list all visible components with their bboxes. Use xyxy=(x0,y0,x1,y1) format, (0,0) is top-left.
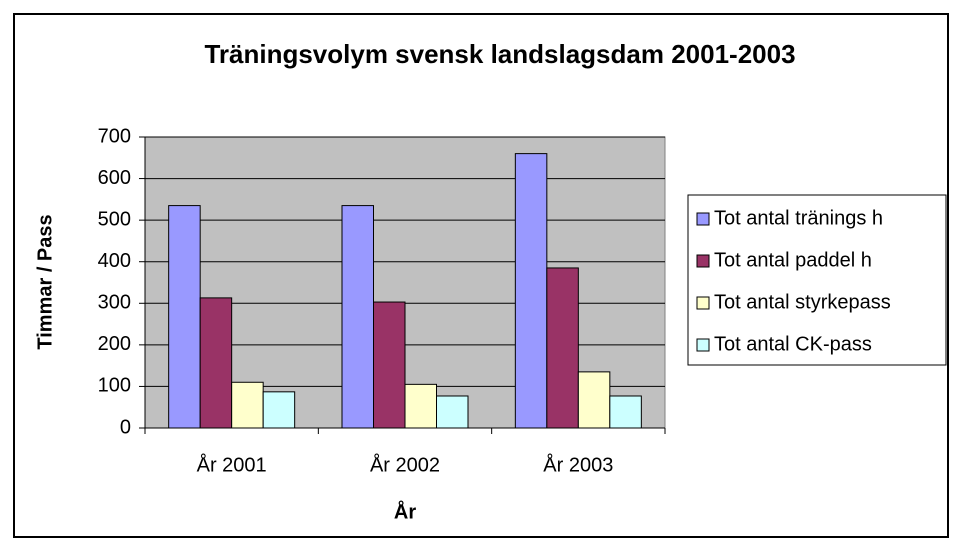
y-tick-label: 100 xyxy=(98,375,131,397)
x-axis-label: År xyxy=(394,499,416,523)
bar xyxy=(514,153,548,429)
bar xyxy=(577,371,611,429)
legend-swatch xyxy=(696,338,710,352)
x-tick-label: År 2001 xyxy=(197,453,267,476)
bar xyxy=(341,205,374,429)
bar xyxy=(262,391,296,429)
bar xyxy=(168,205,201,429)
x-tick-label: År 2003 xyxy=(543,453,613,476)
y-tick-label: 700 xyxy=(98,125,131,147)
y-tick-label: 500 xyxy=(98,208,131,230)
legend xyxy=(687,194,947,366)
bar xyxy=(199,297,233,429)
legend-swatch xyxy=(696,296,710,310)
bar xyxy=(436,395,469,429)
legend-swatch xyxy=(696,212,710,226)
legend-label: Tot antal paddel h xyxy=(714,249,872,271)
y-tick-label: 300 xyxy=(98,292,131,314)
bar xyxy=(546,267,579,429)
legend-swatch xyxy=(696,254,710,268)
y-tick-label: 600 xyxy=(98,167,131,189)
legend-label: Tot antal tränings h xyxy=(714,207,883,229)
bar xyxy=(609,395,642,429)
y-tick-label: 0 xyxy=(120,416,131,438)
bar xyxy=(373,301,406,429)
x-tick-label: År 2002 xyxy=(370,453,440,476)
bar xyxy=(404,383,437,429)
y-tick-label: 400 xyxy=(98,250,131,272)
y-tick-label: 200 xyxy=(98,333,131,355)
legend-label: Tot antal CK-pass xyxy=(714,333,872,355)
y-axis-label: Timmar / Pass xyxy=(34,214,56,349)
chart-title: Träningsvolym svensk landslagsdam 2001-2… xyxy=(204,39,795,69)
legend-label: Tot antal styrkepass xyxy=(714,291,891,313)
bar xyxy=(231,381,264,429)
